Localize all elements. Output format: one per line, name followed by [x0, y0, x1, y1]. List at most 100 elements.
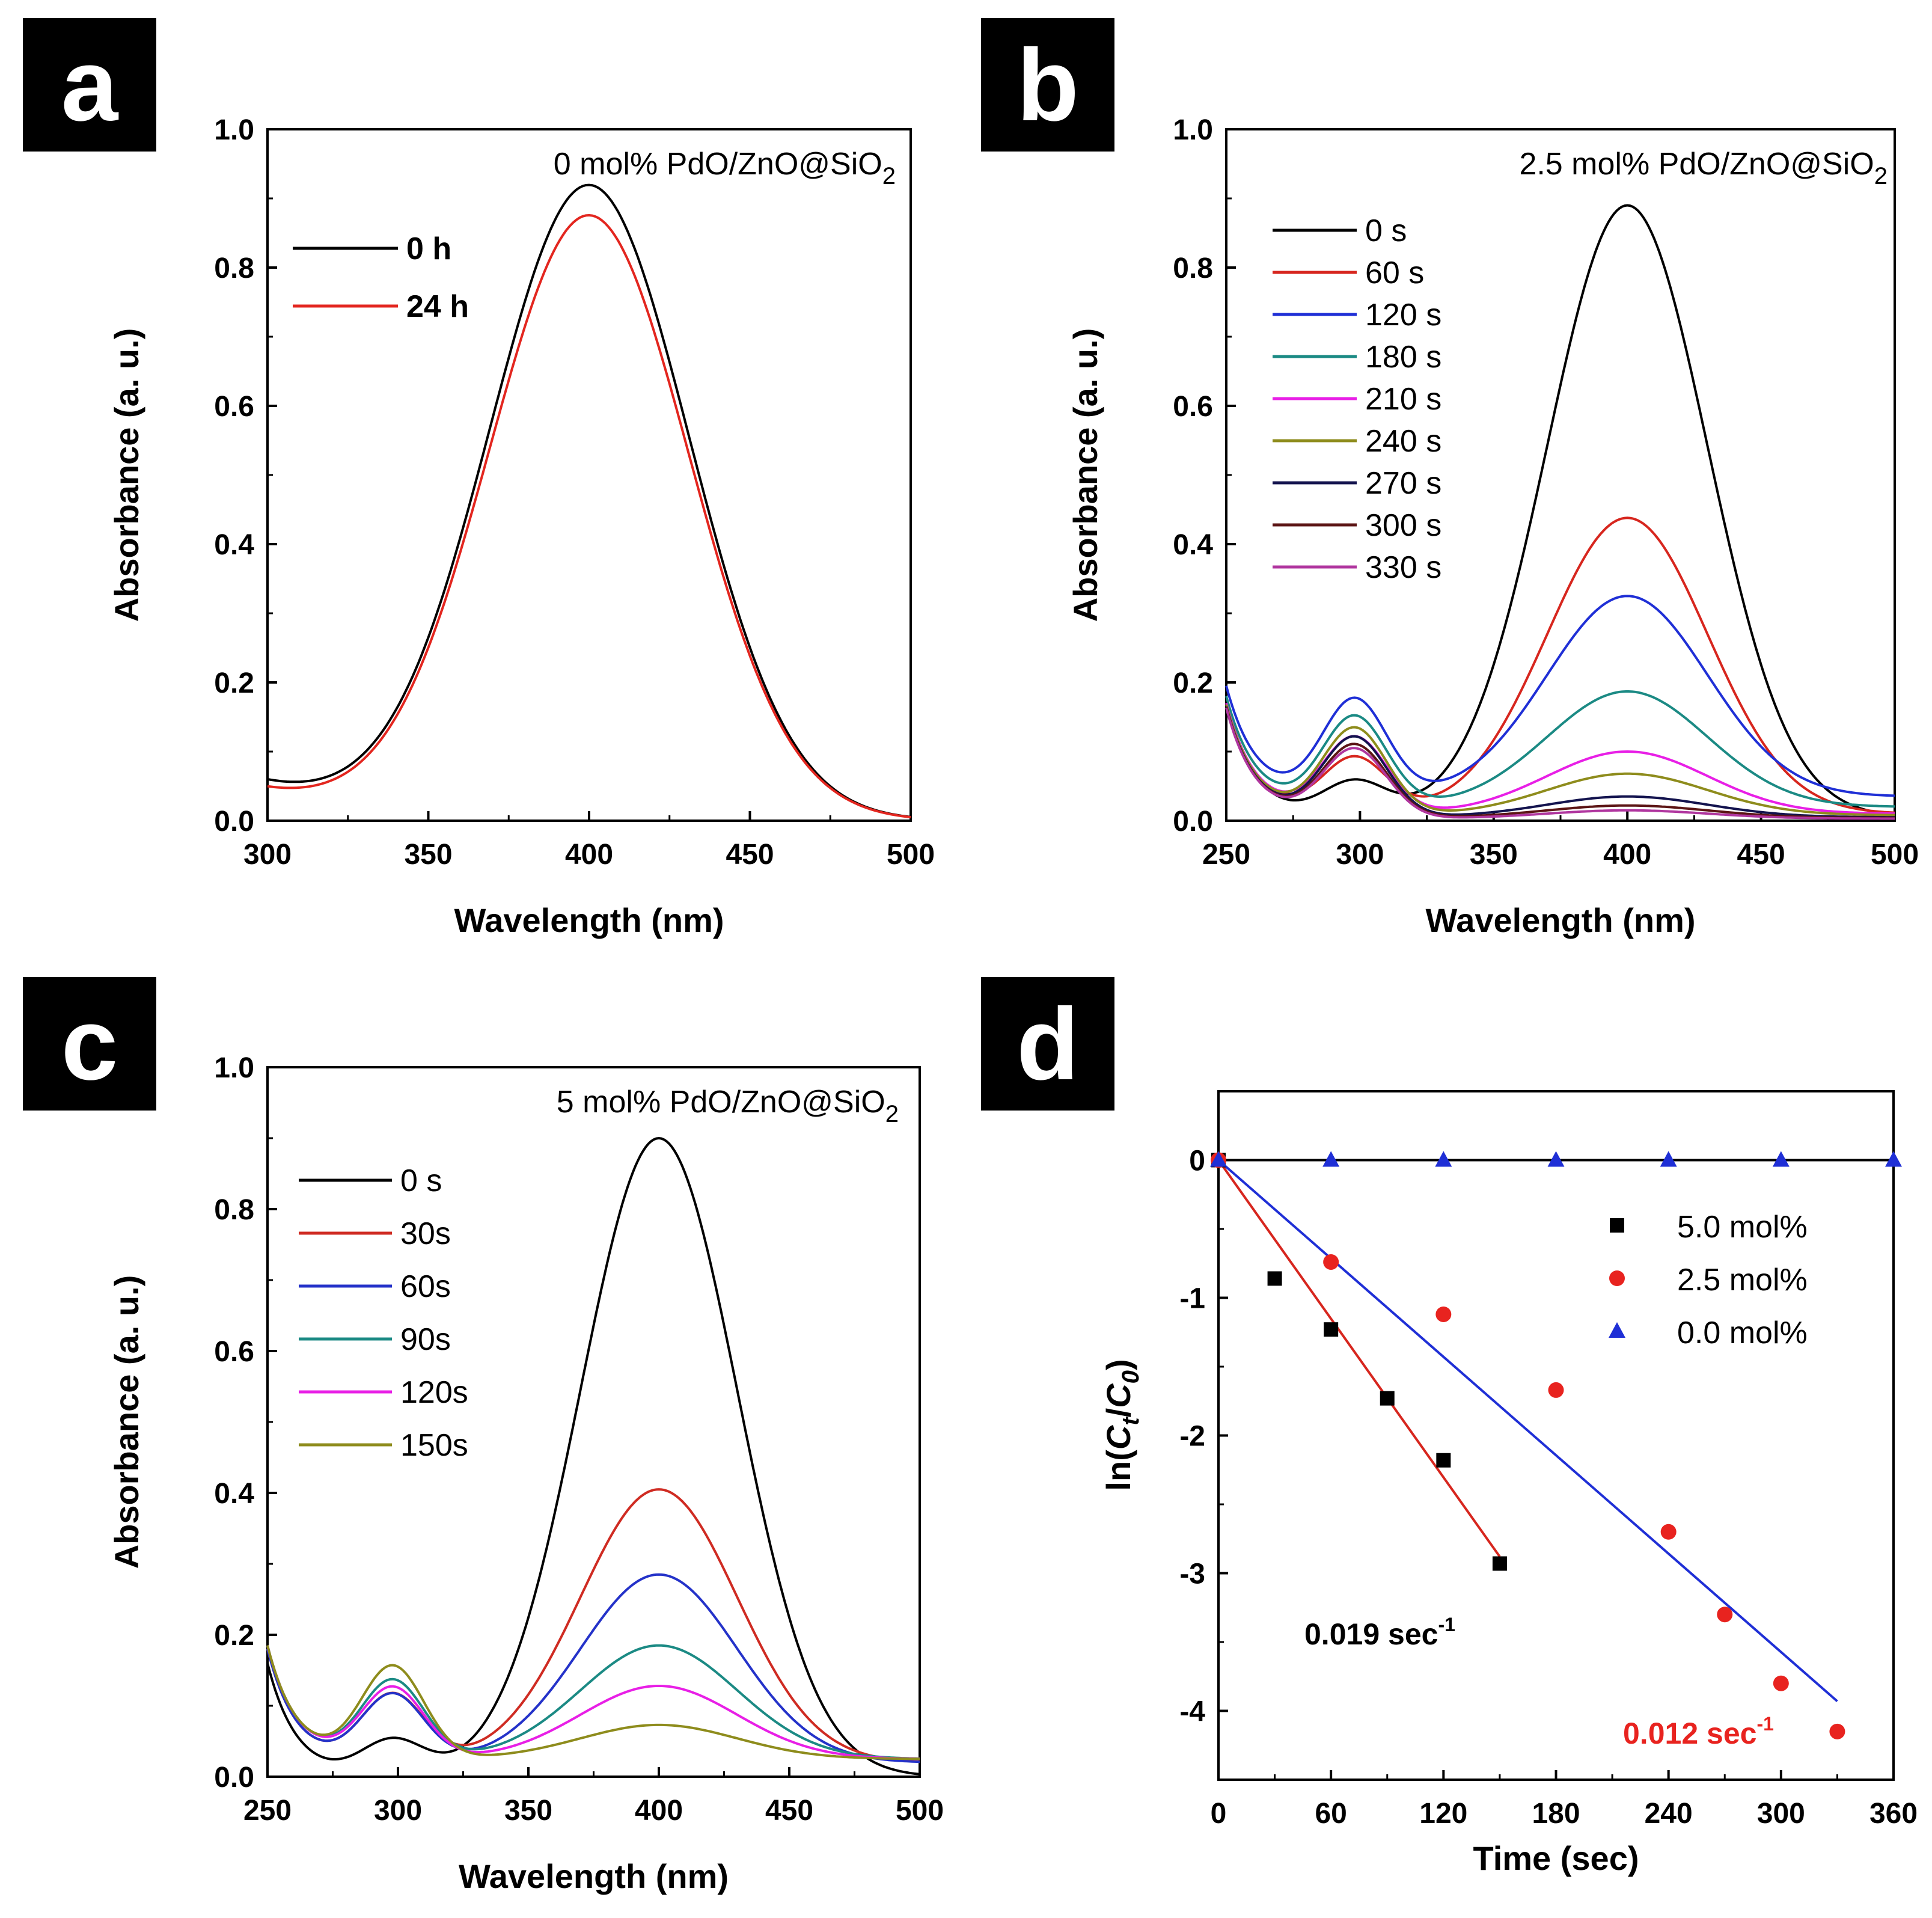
y-tick-label-c: 0.0: [214, 1762, 254, 1794]
legend-label-d-0: 5.0 mol%: [1677, 1210, 1808, 1245]
data-point-d-2: [1885, 1151, 1902, 1167]
legend-label-b-1: 60 s: [1365, 256, 1424, 290]
panel-letter-a: a: [61, 28, 119, 142]
fit-line-d-1: [1217, 1159, 1838, 1702]
series-line-b-3: [1225, 690, 1895, 808]
data-point-d-2: [1660, 1151, 1677, 1167]
x-tick-label-b: 300: [1336, 839, 1384, 871]
data-point-d-1: [1548, 1382, 1564, 1398]
legend-label-b-5: 240 s: [1365, 424, 1441, 459]
data-point-d-0: [1436, 1453, 1451, 1468]
series-line-c-5: [266, 1645, 920, 1760]
y-tick-label-c: 0.2: [214, 1620, 254, 1652]
y-tick-label-b: 0.0: [1173, 806, 1213, 838]
data-point-d-2: [1435, 1151, 1452, 1167]
data-point-d-0: [1324, 1322, 1339, 1337]
legend-label-d-1: 2.5 mol%: [1677, 1263, 1808, 1298]
series-line-a-1: [267, 213, 911, 819]
x-tick-label-a: 300: [243, 839, 292, 871]
y-tick-label-d: -1: [1179, 1283, 1205, 1315]
y-tick-label-d: -3: [1179, 1558, 1205, 1590]
panel-letter-c: c: [61, 987, 118, 1101]
legend-marker-d-1: [1609, 1270, 1625, 1286]
x-axis-label-b: Wavelength (nm): [1425, 901, 1695, 939]
data-point-d-1: [1717, 1607, 1733, 1623]
legend-label-b-4: 210 s: [1365, 382, 1441, 417]
x-tick-label-d: 0: [1211, 1798, 1227, 1830]
legend-label-c-1: 30s: [400, 1216, 451, 1251]
y-tick-label-b: 0.4: [1173, 529, 1213, 561]
x-tick-label-a: 400: [565, 839, 613, 871]
panel-letter-b-box: [981, 18, 1114, 152]
panel-b: b 250 300 350 400 450 500 0.0 0.2 0.4 0.6 0.8 1.0 Wa…: [981, 18, 1919, 939]
y-tick-label-c: 0.6: [214, 1336, 254, 1368]
x-axis-label-c: Wavelength (nm): [459, 1857, 729, 1895]
legend-label-c-2: 60s: [400, 1269, 451, 1304]
data-point-d-2: [1772, 1151, 1790, 1167]
y-tick-label-d: -4: [1179, 1696, 1205, 1728]
x-tick-label-a: 500: [887, 839, 935, 871]
data-point-d-2: [1322, 1151, 1340, 1167]
x-axis-label-d: Time (sec): [1473, 1839, 1639, 1877]
legend-label-a-1: 24 h: [406, 289, 469, 324]
panel-letter-c-box: [23, 977, 156, 1111]
series-line-c-1: [266, 1488, 920, 1763]
x-tick-label-b: 350: [1470, 839, 1518, 871]
panel-letter-d-box: [981, 977, 1114, 1111]
y-tick-label-a: 0.4: [214, 529, 254, 561]
x-tick-label-c: 350: [504, 1795, 552, 1827]
y-tick-label-c: 0.8: [214, 1194, 254, 1226]
plot-frame-d: [1217, 1090, 1895, 1781]
data-point-d-1: [1323, 1254, 1339, 1270]
y-axis-label-d: ln(Ct/C0): [1099, 1359, 1144, 1491]
legend-label-c-3: 90s: [400, 1322, 451, 1357]
panel-c: c 250 300 350 400 450 500 0.0 0.2 0.4 0.6 0.8 1.0 Wa…: [23, 977, 944, 1895]
series-line-b-5: [1225, 704, 1895, 817]
x-tick-label-b: 450: [1737, 839, 1785, 871]
legend-label-b-7: 300 s: [1365, 508, 1441, 543]
series-line-c-3: [266, 1644, 920, 1760]
legend-label-b-8: 330 s: [1365, 550, 1441, 585]
series-line-b-1: [1225, 516, 1895, 814]
legend-label-b-3: 180 s: [1365, 340, 1441, 375]
series-line-a-0: [267, 183, 911, 818]
annotation-a: 0 mol% PdO/ZnO@SiO2: [554, 147, 896, 189]
y-axis-label-b: Absorbance (a. u.): [1066, 328, 1104, 622]
series-line-c-2: [266, 1573, 920, 1763]
series-line-b-2: [1225, 595, 1895, 797]
plot-c: 250 300 350 400 450 500 0.0 0.2 0.4 0.6 0.8 1.0 Wave…: [108, 1052, 944, 1895]
x-tick-label-d: 120: [1419, 1798, 1467, 1830]
plot-a: 300 350 400 450 500 0.0 0.2 0.4 0.6 0.8 1.0 Wavelen…: [108, 114, 935, 939]
panel-letter-d: d: [1016, 987, 1079, 1101]
rate-label-2.5mol: 0.012 sec-1: [1623, 1713, 1774, 1750]
x-tick-label-c: 500: [896, 1795, 944, 1827]
panel-letter-a-box: [23, 18, 156, 152]
y-tick-label-a: 1.0: [214, 114, 254, 146]
data-point-d-2: [1210, 1151, 1227, 1167]
y-tick-label-c: 1.0: [214, 1052, 254, 1084]
y-axis-label-a: Absorbance (a. u.): [108, 328, 145, 622]
rate-label-5mol: 0.019 sec-1: [1304, 1614, 1455, 1651]
y-tick-label-a: 0.8: [214, 253, 254, 284]
series-line-c-0: [266, 1136, 920, 1776]
annotation-b: 2.5 mol% PdO/ZnO@SiO2: [1519, 147, 1888, 189]
legend-label-c-4: 120s: [400, 1375, 468, 1410]
x-tick-label-b: 250: [1202, 839, 1250, 871]
y-tick-label-d: 0: [1189, 1145, 1205, 1177]
y-tick-label-b: 0.2: [1173, 667, 1213, 699]
x-tick-label-c: 450: [765, 1795, 813, 1827]
legend-marker-d-0: [1610, 1218, 1624, 1233]
plot-b: 250 300 350 400 450 500 0.0 0.2 0.4 0.6 0.8 1.0 Wave…: [1066, 114, 1919, 939]
y-tick-label-b: 0.6: [1173, 391, 1213, 423]
x-tick-label-d: 60: [1315, 1798, 1347, 1830]
y-tick-label-c: 0.4: [214, 1478, 254, 1510]
x-tick-label-a: 450: [726, 839, 774, 871]
y-tick-label-b: 1.0: [1173, 114, 1213, 146]
data-point-d-0: [1267, 1271, 1282, 1286]
legend-label-d-2: 0.0 mol%: [1677, 1316, 1808, 1350]
panel-a: a 300 350 400 450 500 0.0 0.2 0.4 0.6 0.8 1.0 Wavel…: [23, 18, 935, 939]
data-point-d-0: [1380, 1391, 1395, 1406]
x-axis-label-a: Wavelength (nm): [454, 901, 724, 939]
x-tick-label-d: 240: [1645, 1798, 1693, 1830]
